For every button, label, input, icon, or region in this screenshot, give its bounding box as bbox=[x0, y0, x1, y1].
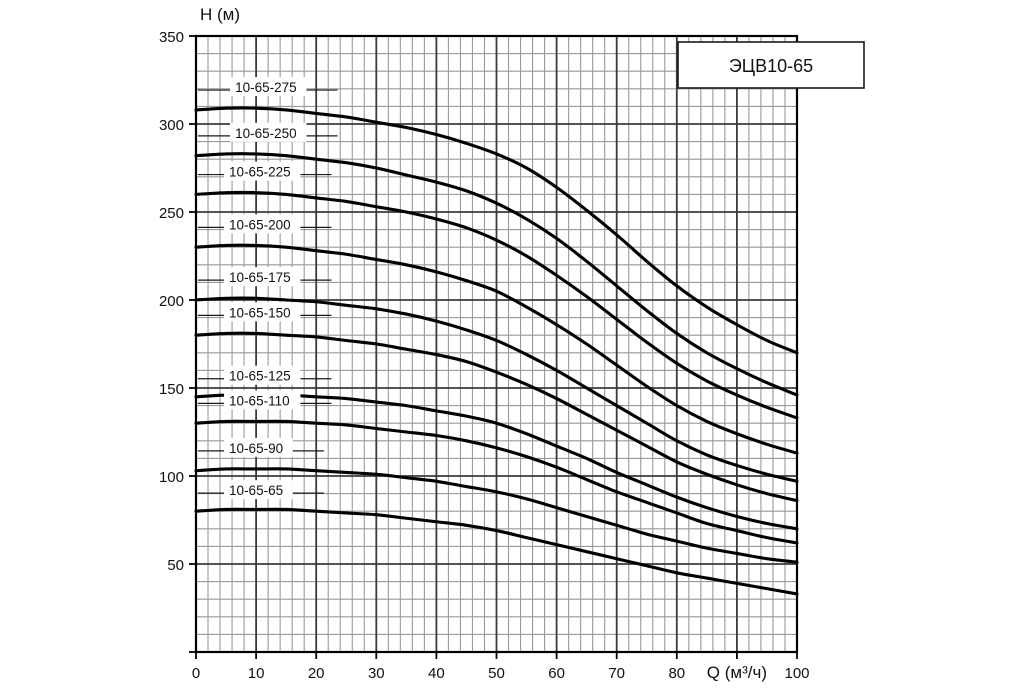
curve-series-group bbox=[194, 106, 799, 596]
curve-label-backdrop bbox=[224, 214, 301, 234]
curve-label-10-65-275: 10-65-275 bbox=[235, 80, 297, 95]
performance-curve-10-65-175 bbox=[194, 296, 799, 483]
x-axis-tick-label: 50 bbox=[488, 665, 505, 682]
performance-curve-10-65-65 bbox=[194, 507, 799, 596]
x-axis-tick-label: 30 bbox=[368, 665, 385, 682]
x-axis-tick-label: 20 bbox=[308, 665, 325, 682]
curve-label-10-65-110: 10-65-110 bbox=[229, 393, 290, 408]
y-axis-tick-label: 100 bbox=[159, 469, 184, 486]
curve-label-10-65-200: 10-65-200 bbox=[229, 217, 291, 232]
curve-label-10-65-65: 10-65-65 bbox=[229, 483, 283, 498]
curve-label-group: 10-65-275 10-65-250 10-65-225 10-65-200 10-6… bbox=[198, 77, 338, 500]
performance-curve-10-65-250 bbox=[194, 152, 799, 397]
chart-title-text: ЭЦВ10-65 bbox=[729, 56, 813, 76]
performance-curve-10-65-110 bbox=[194, 419, 799, 545]
y-axis-title: H (м) bbox=[200, 5, 240, 24]
curve-label-backdrop bbox=[224, 437, 293, 457]
curve-label-backdrop bbox=[224, 365, 301, 385]
x-axis-tick-label: 10 bbox=[248, 665, 265, 682]
curve-label-backdrop bbox=[224, 480, 293, 500]
x-axis-tick-label: 70 bbox=[608, 665, 625, 682]
x-axis-tick-labels: 0 10 20 30 40 50 60 70 80 100 bbox=[192, 652, 810, 682]
axis-titles-group: H (м) Q (м³/ч) bbox=[200, 5, 767, 682]
y-axis-tick-label: 250 bbox=[159, 205, 184, 222]
x-axis-tick-label: 40 bbox=[428, 665, 445, 682]
curve-label-10-65-150: 10-65-150 bbox=[229, 305, 291, 320]
y-axis-tick-label: 200 bbox=[159, 293, 184, 310]
curve-label-backdrop bbox=[224, 302, 301, 322]
y-axis-tick-label: 50 bbox=[167, 557, 184, 574]
performance-curve-10-65-90 bbox=[194, 467, 799, 564]
y-axis-tick-label: 150 bbox=[159, 381, 184, 398]
curve-label-10-65-250: 10-65-250 bbox=[235, 126, 297, 141]
performance-curve-10-65-275 bbox=[194, 106, 799, 355]
curve-label-10-65-225: 10-65-225 bbox=[229, 165, 291, 180]
performance-curve-10-65-200 bbox=[194, 243, 799, 455]
chart-title-box bbox=[677, 41, 865, 89]
x-axis-tick-label: 60 bbox=[548, 665, 565, 682]
curve-label-10-65-90: 10-65-90 bbox=[229, 441, 283, 456]
performance-curve-10-65-150 bbox=[194, 331, 799, 503]
performance-curve-10-65-225 bbox=[194, 190, 799, 420]
x-axis-tick-label: 0 bbox=[192, 665, 200, 682]
y-axis-tick-labels: 50 100 150 200 250 300 350 bbox=[159, 29, 196, 653]
y-axis-tick-label: 350 bbox=[159, 29, 184, 46]
curve-label-backdrop bbox=[224, 267, 301, 287]
curve-label-backdrop bbox=[230, 77, 307, 97]
curve-label-backdrop bbox=[224, 390, 301, 410]
x-axis-tick-label: 80 bbox=[668, 665, 685, 682]
x-axis-tick-label: 100 bbox=[784, 665, 809, 682]
chart-title-group: ЭЦВ10-65 bbox=[677, 41, 865, 89]
curve-label-10-65-175: 10-65-175 bbox=[229, 270, 291, 285]
curve-label-backdrop bbox=[230, 122, 307, 142]
curve-label-10-65-125: 10-65-125 bbox=[229, 369, 291, 384]
curve-label-backdrop bbox=[224, 161, 301, 181]
y-axis-tick-label: 300 bbox=[159, 117, 184, 134]
x-axis-title: Q (м³/ч) bbox=[707, 663, 767, 682]
